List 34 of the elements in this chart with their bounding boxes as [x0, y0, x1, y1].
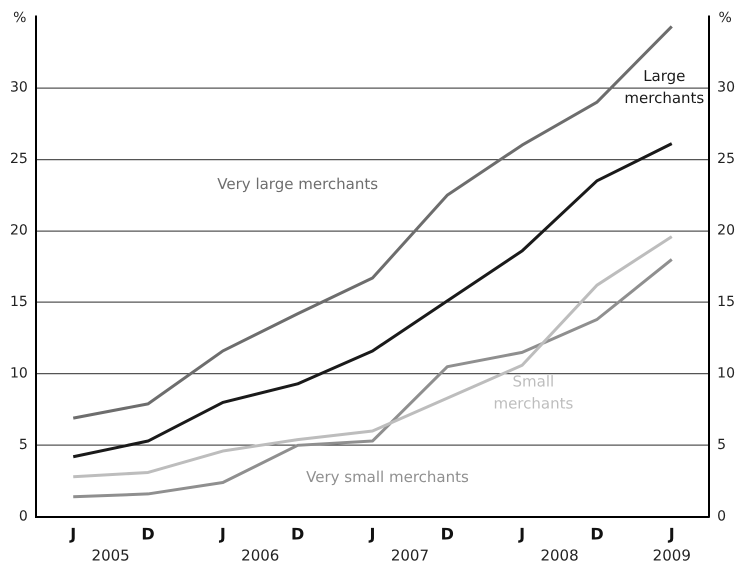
x-tick-label: D: [141, 524, 155, 544]
text: Large merchants: [624, 66, 704, 107]
text: 2009: [652, 546, 691, 565]
text: 2008: [540, 546, 579, 565]
y2-tick-label: 5: [717, 436, 726, 453]
y2-tick-label: 0: [717, 508, 726, 524]
y2-tick-label: 20: [717, 222, 736, 238]
x-tick-label: J: [368, 524, 376, 544]
y2-tick-label: 10: [717, 365, 736, 382]
text: 2006: [241, 546, 280, 565]
y2-axis-title: %: [718, 10, 732, 26]
y-tick-label: 15: [10, 294, 28, 310]
text: 2005: [92, 546, 130, 565]
y2-tick-label: 15: [717, 294, 736, 310]
text: 2007: [390, 546, 430, 565]
text: Very large merchants: [217, 174, 378, 193]
x-tick-label: D: [440, 524, 454, 544]
x-tick-label: J: [218, 524, 226, 544]
y2-tick-label: 25: [717, 151, 736, 168]
y2-tick-label: 30: [717, 80, 736, 96]
y-tick-label: 30: [10, 80, 28, 96]
series-label: Small merchants: [493, 372, 574, 413]
y-tick-label: 5: [18, 436, 28, 453]
series-label: Very small merchants: [306, 468, 469, 486]
y-axis-title: %: [13, 10, 26, 26]
x-tick-label: J: [668, 524, 675, 544]
y-tick-label: 10: [10, 365, 28, 382]
y-tick-label: 25: [10, 151, 28, 168]
x-tick-label: J: [518, 524, 526, 544]
y-tick-label: 0: [18, 508, 28, 524]
x-tick-label: D: [291, 524, 304, 544]
x-tick-label: J: [69, 524, 76, 544]
x-tick-label: D: [590, 524, 604, 544]
y-tick-label: 20: [10, 222, 28, 238]
